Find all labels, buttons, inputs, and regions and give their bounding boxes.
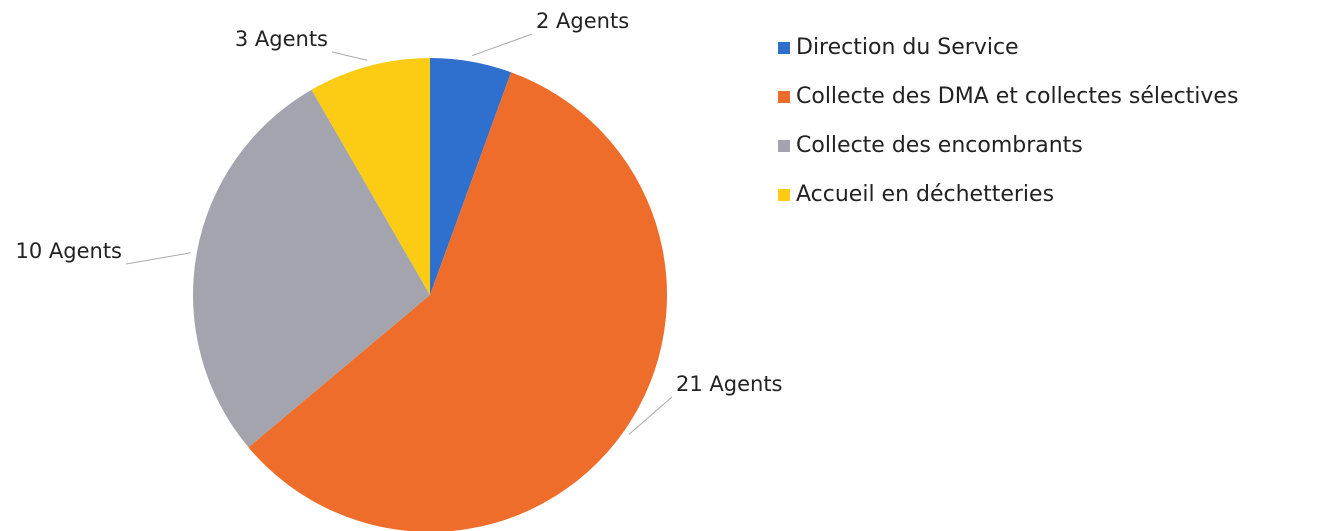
leader-line [628, 396, 673, 435]
data-label: 21 Agents [676, 372, 783, 396]
pie-slice [193, 89, 430, 448]
data-labels: 2 Agents 21 Agents 10 Agents 3 Agents [16, 9, 783, 435]
data-label: 10 Agents [16, 239, 123, 263]
legend-swatch [778, 91, 790, 103]
legend-swatch [778, 140, 790, 152]
legend-label: Collecte des encombrants [796, 133, 1083, 158]
legend: Direction du Service Collecte des DMA et … [778, 35, 1238, 207]
leader-line [331, 51, 368, 61]
legend-swatch [778, 42, 790, 54]
pie-slice [248, 72, 667, 531]
legend-label: Direction du Service [796, 35, 1019, 60]
leader-line [472, 33, 533, 57]
pie-slice [311, 58, 430, 295]
legend-swatch [778, 189, 790, 201]
data-label: 2 Agents [536, 9, 629, 33]
legend-label: Accueil en déchetteries [796, 182, 1054, 207]
pie [193, 58, 667, 531]
data-label: 3 Agents [235, 27, 328, 51]
leader-line [125, 252, 191, 265]
legend-label: Collecte des DMA et collectes sélectives [796, 84, 1238, 109]
pie-slice [430, 58, 512, 295]
